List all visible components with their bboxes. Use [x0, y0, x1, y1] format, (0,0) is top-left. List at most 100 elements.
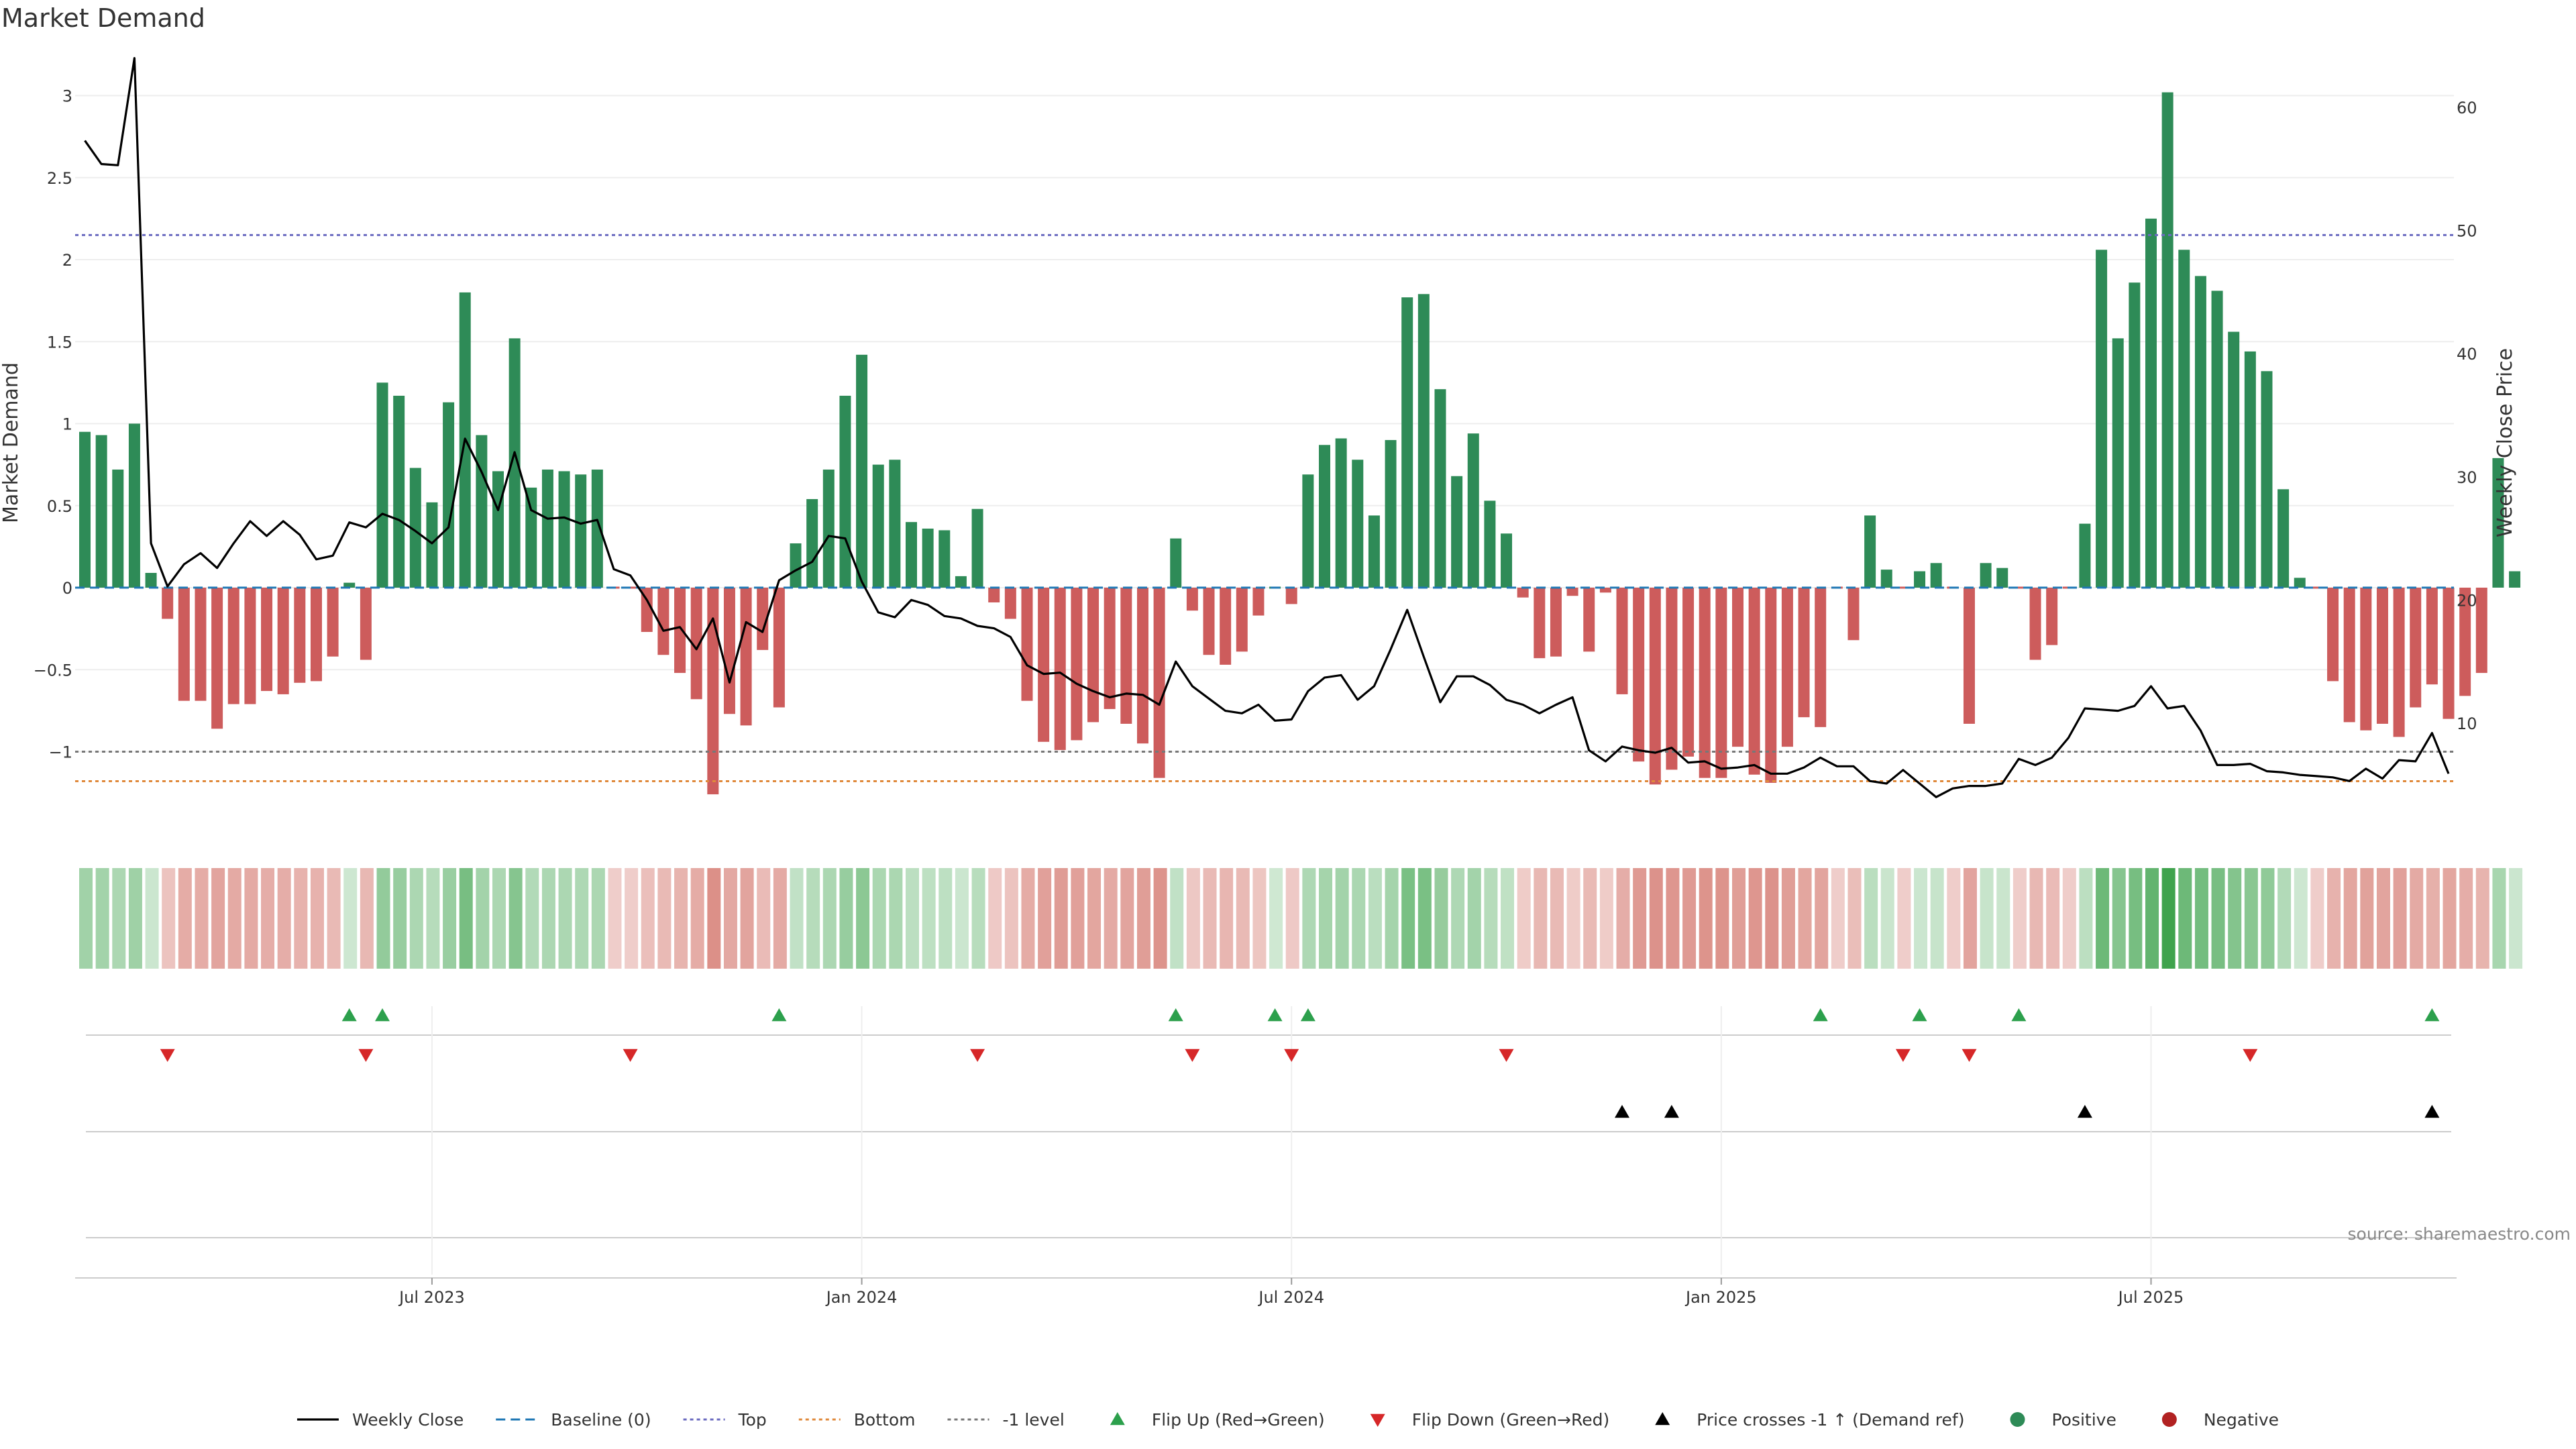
positive-bar	[525, 487, 537, 588]
positive-bar	[1368, 515, 1380, 588]
heat-cell	[492, 868, 506, 969]
positive-bar	[2129, 282, 2141, 588]
heat-cell	[2459, 868, 2473, 969]
heat-cell	[1963, 868, 1977, 969]
heat-cell	[2327, 868, 2341, 969]
heat-cell	[1302, 868, 1316, 969]
heat-cell	[1319, 868, 1332, 969]
right-tick-label: 60	[2457, 99, 2477, 117]
negative-bar	[1054, 588, 1066, 751]
heat-cell	[2294, 868, 2308, 969]
positive-bar	[112, 469, 124, 588]
source-label: source: sharemaestro.com	[2348, 1224, 2571, 1244]
positive-bar	[492, 471, 504, 588]
negative-bar	[1550, 588, 1562, 657]
x-tick-label: Jan 2025	[1684, 1288, 1757, 1307]
heat-cell	[1153, 868, 1167, 969]
negative-bar	[1087, 588, 1099, 722]
right-tick-label: 20	[2457, 591, 2477, 610]
heat-cell	[1534, 868, 1548, 969]
heat-cell	[178, 868, 192, 969]
heat-cell	[1004, 868, 1018, 969]
heat-cell	[1186, 868, 1200, 969]
positive-bar	[443, 402, 455, 588]
left-tick-label: 1.5	[47, 333, 72, 352]
negative-bar	[1004, 588, 1016, 619]
negative-bar	[1566, 588, 1578, 596]
heat-cell	[790, 868, 804, 969]
heat-cell	[872, 868, 886, 969]
legend-item-baseline[interactable]: Baseline (0)	[496, 1410, 651, 1430]
negative-bar	[1517, 588, 1529, 598]
legend-item-top[interactable]: Top	[683, 1410, 767, 1430]
legend-item-price_cross[interactable]: Price crosses -1 ↑ (Demand ref)	[1655, 1410, 1964, 1430]
legend-item-weekly_close[interactable]: Weekly Close	[297, 1410, 464, 1430]
heat-cell	[2509, 868, 2523, 969]
left-tick-label: 1	[62, 415, 72, 434]
heat-cell	[1484, 868, 1498, 969]
legend-item-flip_up[interactable]: Flip Up (Red→Green)	[1110, 1410, 1325, 1430]
price-cross-marker	[1615, 1105, 1629, 1118]
legend-item-positive[interactable]: Positive	[2010, 1410, 2116, 1430]
flip-down-marker	[623, 1049, 638, 1062]
heat-cell	[2029, 868, 2043, 969]
positive-bar	[1335, 438, 1347, 588]
heat-cell	[641, 868, 655, 969]
heat-cell	[310, 868, 324, 969]
heat-cell	[525, 868, 539, 969]
negative-bar	[988, 588, 1000, 603]
negative-bar	[1136, 588, 1148, 744]
legend[interactable]: Weekly Close Baseline (0) Top Bottom -1 leve…	[297, 1410, 2279, 1430]
left-tick-label: 3	[62, 87, 72, 106]
negative-bar	[1153, 588, 1165, 778]
heat-cell	[1385, 868, 1399, 969]
positive-bar	[558, 471, 570, 588]
heat-cell	[145, 868, 159, 969]
left-tick-label: 0	[62, 579, 72, 598]
positive-bar	[806, 498, 818, 588]
legend-swatch	[1655, 1412, 1670, 1426]
heat-cell	[409, 868, 423, 969]
negative-bar	[2012, 586, 2025, 589]
negative-bar	[1847, 588, 1860, 641]
negative-bar	[261, 588, 273, 692]
heat-cell	[1517, 868, 1531, 969]
heat-cell	[244, 868, 258, 969]
x-tick-label: Jul 2024	[1257, 1288, 1324, 1307]
legend-item-flip_down[interactable]: Flip Down (Green→Red)	[1370, 1410, 1610, 1430]
positive-bar	[2145, 218, 2157, 588]
positive-bar	[95, 435, 107, 588]
left-tick-label: 2	[62, 251, 72, 270]
negative-bar	[2046, 588, 2058, 645]
positive-bar	[409, 468, 421, 588]
legend-item-negative[interactable]: Negative	[2161, 1410, 2279, 1430]
negative-bar	[2426, 588, 2438, 685]
legend-item-minus1[interactable]: -1 level	[947, 1410, 1065, 1430]
flip-down-marker	[1284, 1049, 1299, 1062]
heat-cell	[1269, 868, 1283, 969]
positive-bar	[1319, 445, 1330, 588]
positive-bar	[971, 508, 983, 588]
heat-cell	[79, 868, 93, 969]
heat-cell	[1996, 868, 2010, 969]
x-tick-label: Jul 2023	[398, 1288, 465, 1307]
heat-cell	[2096, 868, 2110, 969]
right-axis-title: Weekly Close Price	[2493, 348, 2517, 537]
heat-cell	[1880, 868, 1894, 969]
negative-bar	[773, 588, 785, 708]
heat-cell	[1732, 868, 1746, 969]
legend-label: Negative	[2204, 1410, 2279, 1430]
legend-item-bottom[interactable]: Bottom	[798, 1410, 916, 1430]
weekly-close-line	[84, 56, 2450, 798]
axes: 3 2.5 2 1.5 1 0.5 0 −0.5 −1 60 50 40 30 20 10 Market De…	[0, 87, 2517, 762]
heat-cell	[1021, 868, 1035, 969]
heat-cell	[112, 868, 126, 969]
legend-label: Bottom	[854, 1410, 916, 1430]
negative-bar	[294, 588, 306, 683]
negative-bar	[2360, 588, 2372, 731]
x-tick-label: Jul 2025	[2117, 1288, 2184, 1307]
positive-bar	[1170, 538, 1182, 588]
negative-bar	[1583, 588, 1595, 652]
negative-bar	[757, 588, 769, 650]
